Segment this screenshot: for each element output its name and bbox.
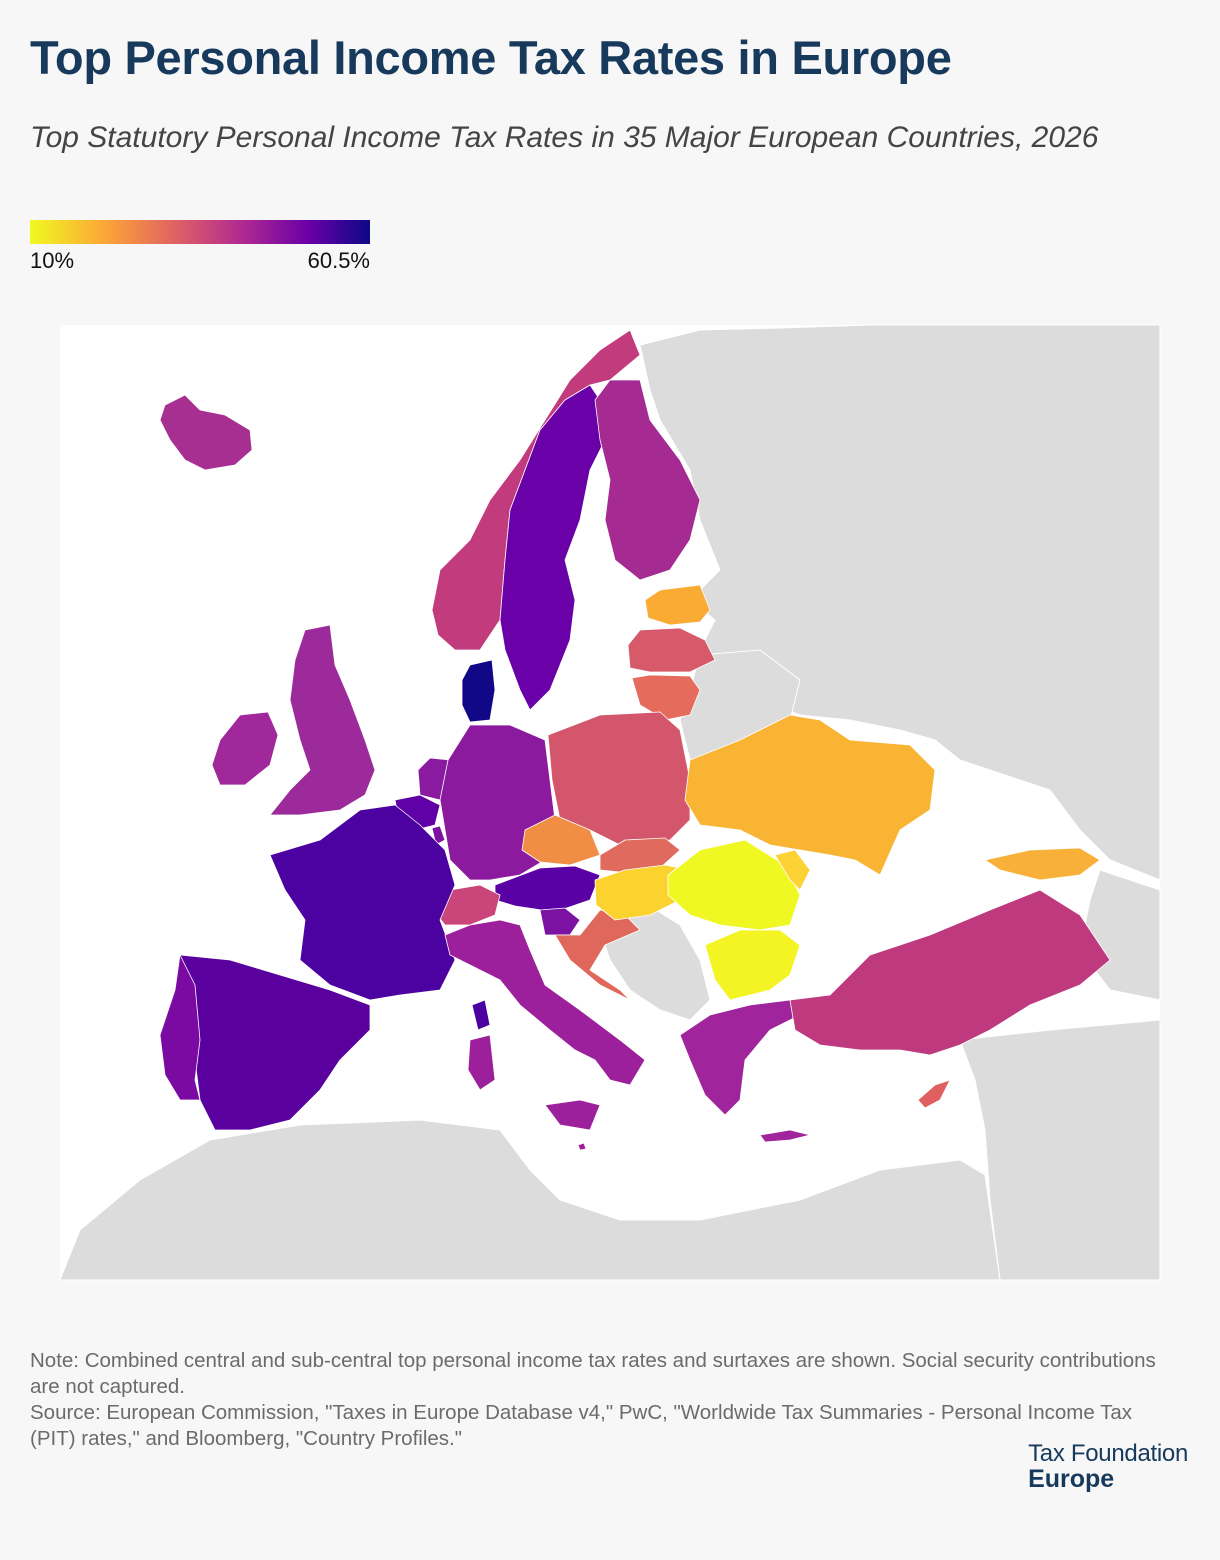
country-united-kingdom — [269, 624, 376, 816]
russia-land — [639, 324, 1161, 881]
country-italy — [444, 919, 646, 1086]
country-france — [269, 804, 456, 1001]
country-moldova — [774, 849, 811, 891]
legend-gradient-bar — [30, 220, 370, 244]
country-norway — [431, 329, 641, 651]
footnote: Note: Combined central and sub-central t… — [30, 1348, 1180, 1452]
country-sicily — [544, 1099, 601, 1131]
country-poland — [547, 711, 691, 846]
country-turkey — [789, 889, 1111, 1056]
country-estonia — [644, 584, 711, 626]
country-latvia — [627, 627, 716, 673]
country-sweden — [499, 384, 606, 711]
country-romania — [667, 839, 801, 931]
country-greece — [679, 999, 801, 1116]
country-cyprus — [917, 1079, 951, 1109]
country-czechia — [521, 814, 601, 866]
country-austria — [494, 865, 601, 913]
note-text: Note: Combined central and sub-central t… — [30, 1349, 1156, 1399]
country-portugal — [159, 954, 201, 1101]
source-text: Source: European Commission, "Taxes in E… — [30, 1401, 1132, 1451]
color-legend: 10% 60.5% — [30, 220, 370, 274]
country-ukraine — [684, 714, 936, 876]
country-bulgaria — [704, 929, 801, 1001]
countries — [159, 329, 1111, 1151]
country-corsica — [471, 999, 491, 1031]
north-africa-land — [59, 1119, 1001, 1281]
legend-max-label: 60.5% — [307, 248, 370, 273]
brand-logo: Tax Foundation Europe — [1028, 1442, 1188, 1492]
country-crete — [759, 1129, 811, 1143]
legend-min-label: 10% — [30, 248, 75, 273]
legend-labels: 10% 60.5% — [30, 248, 370, 274]
country-iceland — [159, 394, 253, 471]
country-sardinia — [467, 1034, 496, 1091]
europe-map — [59, 324, 1161, 1281]
brand-line1: Tax Foundation — [1028, 1440, 1188, 1467]
country-lithuania — [631, 674, 701, 721]
country-georgia — [984, 847, 1101, 881]
brand-line2: Europe — [1028, 1465, 1115, 1493]
no-data-land — [59, 324, 1161, 1281]
country-slovakia — [599, 837, 681, 873]
page-title: Top Personal Income Tax Rates in Europe — [30, 31, 952, 84]
page-subtitle: Top Statutory Personal Income Tax Rates … — [30, 121, 1099, 154]
country-denmark — [461, 659, 496, 723]
country-ireland — [211, 711, 279, 786]
country-finland — [594, 379, 701, 581]
country-croatia — [554, 909, 641, 1001]
country-slovenia — [539, 907, 581, 936]
country-malta — [577, 1142, 587, 1151]
